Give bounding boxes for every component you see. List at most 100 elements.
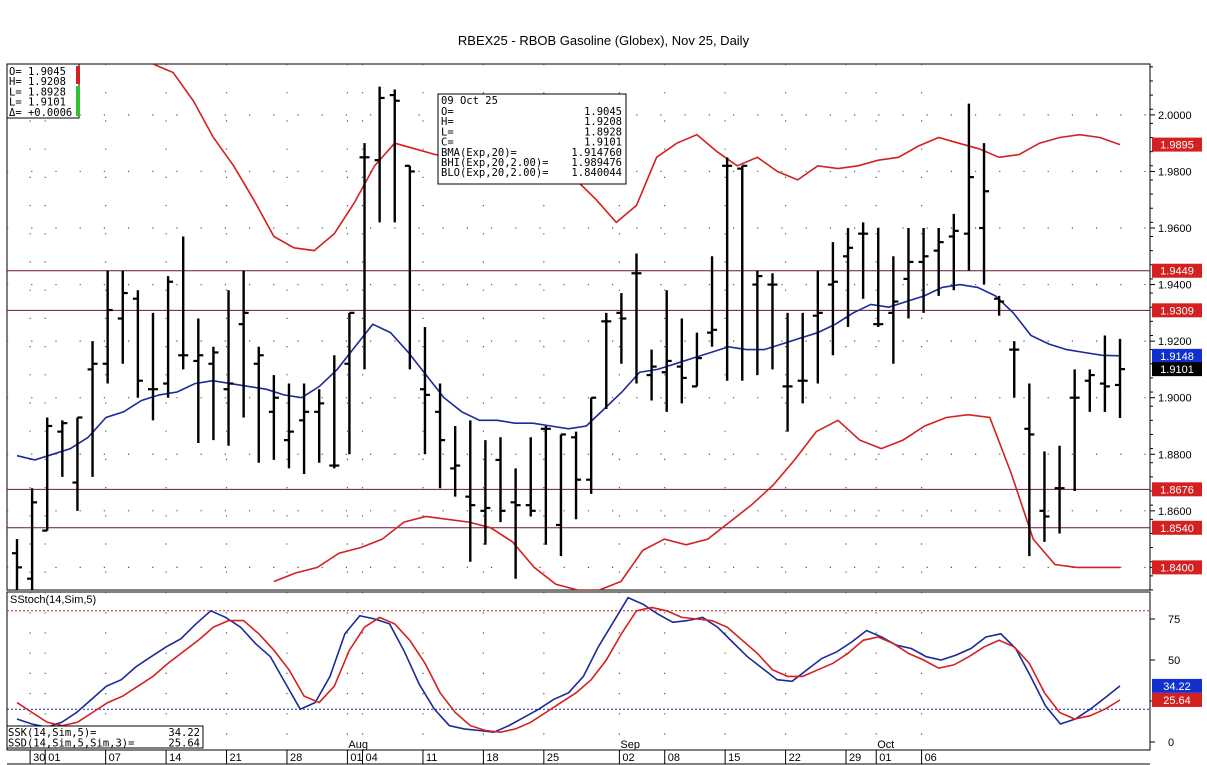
ohlc-bar[interactable] bbox=[1054, 445, 1065, 534]
ohlc-bar[interactable] bbox=[752, 270, 763, 376]
ohlc-bar[interactable] bbox=[72, 416, 83, 511]
ohlc-bar[interactable] bbox=[646, 349, 657, 401]
ohlc-bar[interactable] bbox=[117, 270, 128, 364]
ohlc-bar[interactable] bbox=[586, 396, 597, 494]
stoch-value-label: 25.64 bbox=[1152, 692, 1202, 707]
ohlc-bar[interactable] bbox=[797, 312, 808, 404]
ohlc-bar[interactable] bbox=[299, 383, 310, 475]
ohlc-bar[interactable] bbox=[707, 256, 718, 347]
ohlc-bar[interactable] bbox=[404, 164, 415, 370]
ohlc-bar[interactable] bbox=[480, 440, 491, 545]
price-label-box bbox=[1152, 520, 1202, 535]
price-label-text: 1.8540 bbox=[1160, 523, 1194, 535]
ohlc-bar[interactable] bbox=[359, 143, 370, 370]
ohlc-bar[interactable] bbox=[1039, 451, 1050, 542]
ohlc-bar[interactable] bbox=[510, 468, 521, 579]
ohlc-bar[interactable] bbox=[27, 488, 38, 590]
date-label: 29 bbox=[849, 752, 861, 764]
stoch-ssd-line bbox=[16, 606, 1121, 734]
stoch-summary-frame bbox=[6, 725, 204, 749]
ohlc-bar[interactable] bbox=[465, 420, 476, 562]
ohlc-bar[interactable] bbox=[102, 270, 113, 384]
ohlc-bar[interactable] bbox=[147, 312, 158, 421]
ohlc-bar[interactable] bbox=[767, 273, 778, 370]
price-label: 1.8400 bbox=[1152, 560, 1202, 575]
ohlc-bar[interactable] bbox=[827, 242, 838, 356]
ohlc-bar[interactable] bbox=[948, 213, 959, 291]
ohlc-bar[interactable] bbox=[178, 236, 189, 370]
ohlc-bar[interactable] bbox=[737, 164, 748, 381]
ohlc-bar[interactable] bbox=[616, 293, 627, 364]
ohlc-bar[interactable] bbox=[1115, 338, 1125, 419]
ohlc-bar[interactable] bbox=[208, 346, 219, 441]
stoch-summary-label: SSD(14,Sim,5,Sim,3)= bbox=[8, 738, 134, 750]
ohlc-bar[interactable] bbox=[268, 375, 279, 460]
ohlc-bar[interactable] bbox=[722, 157, 733, 381]
ohlc-bar[interactable] bbox=[253, 346, 264, 463]
date-label: 02 bbox=[622, 752, 634, 764]
ohlc-bar[interactable] bbox=[918, 228, 929, 313]
price-label-text: 1.8676 bbox=[1160, 484, 1194, 496]
info-box-date: 09 Oct 25 bbox=[441, 95, 498, 107]
ohlc-bar[interactable] bbox=[888, 256, 899, 364]
price-label: 1.9449 bbox=[1152, 263, 1202, 278]
ohlc-summary-row: Δ= +0.0006 bbox=[9, 107, 72, 119]
ohlc-bar[interactable] bbox=[994, 295, 1005, 316]
price-label: 1.8676 bbox=[1152, 482, 1202, 497]
ohlc-bar[interactable] bbox=[571, 431, 582, 520]
ohlc-bar[interactable] bbox=[238, 270, 249, 418]
ohlc-bar[interactable] bbox=[419, 327, 430, 455]
ohlc-bar[interactable] bbox=[903, 228, 914, 319]
ohlc-bar[interactable] bbox=[676, 318, 687, 404]
ohlc-bar[interactable] bbox=[843, 228, 854, 327]
info-box: 09 Oct 25O= 1.9045 H= 1.9208 L= 1.8928 C= 1.910… bbox=[437, 93, 627, 185]
ohlc-bar[interactable] bbox=[555, 433, 566, 557]
price-label-box bbox=[1152, 362, 1202, 377]
ohlc-bar[interactable] bbox=[812, 270, 823, 384]
info-box-label: O= bbox=[441, 106, 454, 118]
ohlc-bar[interactable] bbox=[979, 143, 990, 285]
ohlc-bar[interactable] bbox=[873, 228, 884, 327]
date-label: 01 bbox=[48, 752, 60, 764]
ohlc-bar[interactable] bbox=[435, 383, 446, 489]
stoch-value-text: 34.22 bbox=[1163, 681, 1191, 693]
price-tick-label: 1.9200 bbox=[1158, 336, 1192, 348]
ohlc-bar[interactable] bbox=[12, 539, 22, 590]
ohlc-bar[interactable] bbox=[1069, 369, 1080, 492]
ohlc-bar[interactable] bbox=[87, 341, 98, 477]
ohlc-bar[interactable] bbox=[933, 228, 944, 296]
ohlc-bar[interactable] bbox=[540, 425, 551, 545]
ohlc-bar[interactable] bbox=[57, 420, 68, 477]
ohlc-bar[interactable] bbox=[858, 222, 869, 299]
ohlc-bar[interactable] bbox=[1024, 383, 1035, 557]
info-box-value: 1.989476 bbox=[571, 157, 622, 169]
ohlc-bar[interactable] bbox=[329, 355, 340, 469]
ohlc-bar[interactable] bbox=[223, 290, 234, 446]
ohlc-bar[interactable] bbox=[782, 312, 793, 432]
ohlc-bar[interactable] bbox=[1009, 341, 1020, 398]
ohlc-bar[interactable] bbox=[691, 332, 702, 388]
ohlc-bar[interactable] bbox=[963, 103, 974, 271]
ohlc-bar[interactable] bbox=[344, 311, 355, 455]
ohlc-bar[interactable] bbox=[374, 86, 385, 223]
ohlc-bar[interactable] bbox=[314, 389, 325, 463]
ohlc-bar[interactable] bbox=[495, 437, 506, 523]
ohlc-bar[interactable] bbox=[631, 253, 642, 384]
bollinger-mid-line bbox=[16, 283, 1121, 461]
ohlc-bar[interactable] bbox=[42, 417, 53, 532]
ohlc-bar[interactable] bbox=[1099, 335, 1110, 412]
price-label-box bbox=[1152, 263, 1202, 278]
ohlc-bar[interactable] bbox=[163, 276, 174, 398]
ohlc-bar[interactable] bbox=[132, 290, 143, 398]
ohlc-bar[interactable] bbox=[1084, 369, 1095, 412]
ohlc-bar[interactable] bbox=[193, 318, 204, 443]
ohlc-bar[interactable] bbox=[525, 437, 536, 517]
ohlc-bar[interactable] bbox=[389, 89, 400, 223]
stoch-title: SStoch(14,Sim,5) bbox=[10, 594, 96, 606]
ohlc-bar[interactable] bbox=[283, 383, 294, 469]
ohlc-bar[interactable] bbox=[450, 425, 461, 497]
ohlc-bar[interactable] bbox=[601, 312, 612, 410]
ohlc-bar[interactable] bbox=[661, 290, 672, 412]
